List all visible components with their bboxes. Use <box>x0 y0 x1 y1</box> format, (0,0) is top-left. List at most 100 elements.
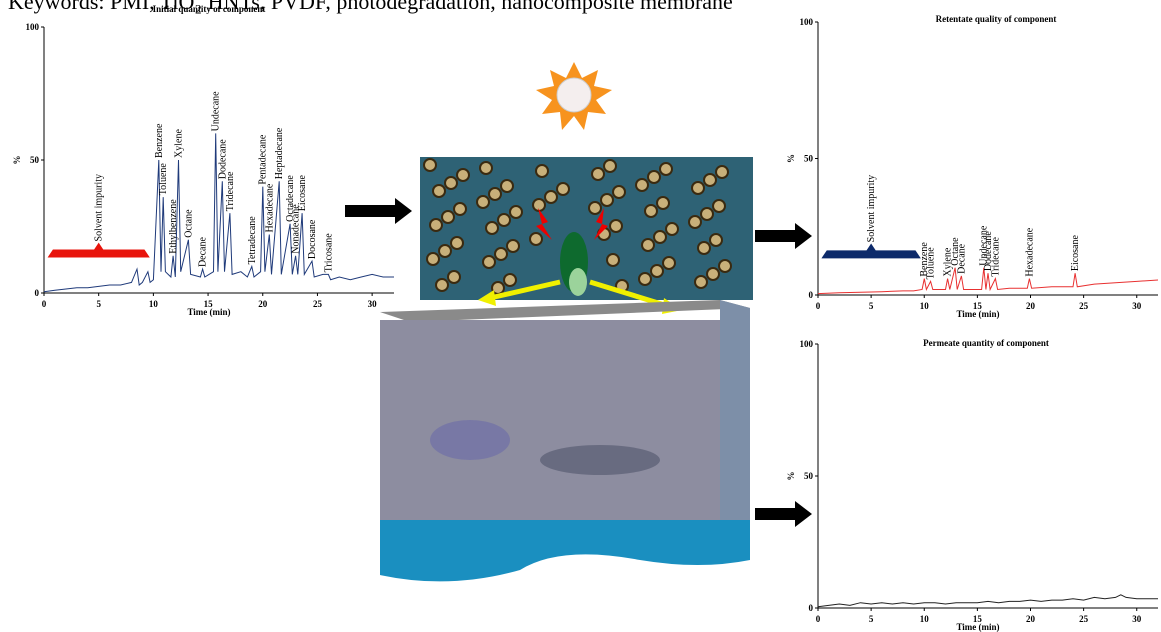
particle <box>666 223 678 235</box>
y-axis-label: % <box>12 156 22 165</box>
y-axis-label: % <box>786 472 796 481</box>
membrane-top <box>380 300 750 322</box>
particle <box>480 162 492 174</box>
y-tick-label: 0 <box>809 603 814 613</box>
particle <box>698 242 710 254</box>
particle <box>613 186 625 198</box>
particle <box>713 200 725 212</box>
x-tick-label: 0 <box>816 614 821 624</box>
peak-label: Octane <box>183 209 194 238</box>
particle <box>533 199 545 211</box>
particle <box>545 191 557 203</box>
bracket-label: Solvent impurity <box>866 175 877 243</box>
texture <box>540 445 660 475</box>
y-tick-label: 50 <box>804 471 814 481</box>
peak-label: Toluene <box>158 163 169 196</box>
y-tick-label: 100 <box>800 339 814 349</box>
y-tick-label: 0 <box>35 288 40 298</box>
particle <box>439 245 451 257</box>
peak-label: Decane <box>198 237 209 268</box>
sun-core <box>557 78 591 112</box>
particle <box>557 183 569 195</box>
particle <box>642 239 654 251</box>
particle <box>448 271 460 283</box>
y-tick-label: 100 <box>800 17 814 27</box>
x-tick-label: 20 <box>1026 301 1036 311</box>
particle <box>607 254 619 266</box>
particle <box>457 169 469 181</box>
particle <box>498 214 510 226</box>
particle <box>660 163 672 175</box>
x-tick-label: 10 <box>149 299 159 309</box>
chart-title: Initial quantity of component <box>153 4 266 14</box>
particle <box>716 166 728 178</box>
particle <box>695 276 707 288</box>
x-tick-label: 5 <box>96 299 101 309</box>
bracket <box>823 245 919 257</box>
flow-arrow <box>755 501 812 527</box>
particle <box>530 233 542 245</box>
x-tick-label: 5 <box>869 614 874 624</box>
peak-label: Eicosane <box>1070 235 1081 272</box>
x-axis-label: Time (min) <box>187 307 230 317</box>
peak-label: Decane <box>956 243 967 274</box>
peak-label: Tridecane <box>990 236 1001 276</box>
particle <box>657 197 669 209</box>
graphical-abstract: Keywords: PMI, TiO₂ HNTs, PVDF, photodeg… <box>0 0 1161 632</box>
peak-label: Eicosane <box>297 175 308 212</box>
particle <box>430 219 442 231</box>
particle <box>451 237 463 249</box>
x-tick-label: 25 <box>1079 614 1089 624</box>
particle <box>651 265 663 277</box>
texture <box>430 420 510 460</box>
particle <box>648 171 660 183</box>
particle <box>645 205 657 217</box>
peak-label: Tetradecane <box>247 216 258 265</box>
water <box>380 520 750 581</box>
hnt-end <box>569 268 587 296</box>
particle <box>610 220 622 232</box>
peak-label: Xylene <box>174 129 185 158</box>
particle <box>442 211 454 223</box>
particle <box>663 257 675 269</box>
particle <box>445 177 457 189</box>
particle <box>701 208 713 220</box>
bracket <box>49 244 147 256</box>
particle <box>427 253 439 265</box>
peak-label: Hexadecane <box>1024 227 1035 276</box>
peak-label: Ethylbenzene <box>168 199 179 254</box>
particle <box>486 222 498 234</box>
y-axis-label: % <box>786 154 796 163</box>
particle <box>477 196 489 208</box>
x-tick-label: 20 <box>1026 614 1036 624</box>
x-tick-label: 30 <box>1132 301 1142 311</box>
peak-label: Tridecane <box>225 171 236 211</box>
peak-label: Hexadecane <box>264 183 275 232</box>
chart-title: Retentate quality of component <box>936 14 1057 24</box>
particle <box>636 179 648 191</box>
particle <box>436 279 448 291</box>
particle <box>704 174 716 186</box>
particle <box>719 260 731 272</box>
particle <box>501 180 513 192</box>
x-axis-label: Time (min) <box>956 622 999 632</box>
flow-arrow <box>755 223 812 249</box>
membrane-side <box>720 300 750 520</box>
x-axis-label: Time (min) <box>956 309 999 319</box>
particle <box>689 216 701 228</box>
bracket-label: Solvent impurity <box>94 174 105 242</box>
particle <box>639 273 651 285</box>
x-tick-label: 0 <box>42 299 47 309</box>
particle <box>536 165 548 177</box>
y-tick-label: 100 <box>26 22 40 32</box>
peak-label: Benzene <box>154 123 165 158</box>
particle <box>510 206 522 218</box>
particle <box>507 240 519 252</box>
membrane <box>380 320 720 520</box>
particle <box>601 194 613 206</box>
y-tick-label: 50 <box>30 155 40 165</box>
particle <box>495 248 507 260</box>
chart-title: Permeate quantity of component <box>923 338 1049 348</box>
x-tick-label: 30 <box>1132 614 1142 624</box>
peak-label: Docosane <box>307 219 318 259</box>
